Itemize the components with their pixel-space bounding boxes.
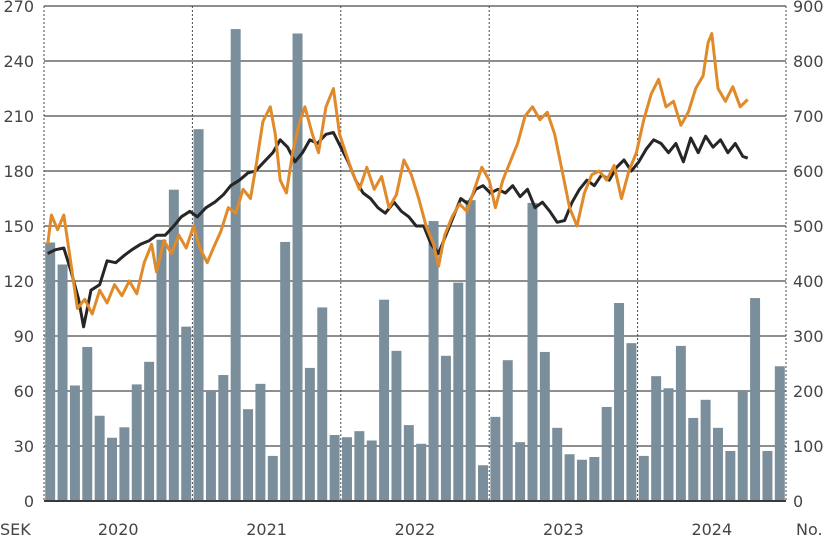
share-price-line [46,32,749,316]
volume-bar [614,303,625,501]
volume-bar [304,367,315,501]
right-tick-label: 100 [793,437,824,456]
volume-bar [453,282,464,501]
volume-bar [539,351,550,501]
left-axis-unit-label: SEK [0,520,31,539]
volume-bar [193,129,204,501]
volume-bar [230,29,241,501]
volume-bar [527,202,538,501]
volume-bar [774,366,785,501]
right-tick-label: 700 [793,107,824,126]
left-tick-label: 150 [3,217,34,236]
volume-bar [255,383,266,501]
year-label: 2020 [98,520,139,539]
volume-bar [564,454,575,501]
left-tick-label: 240 [3,52,34,71]
volume-bar [440,355,451,501]
left-axis-ticks: 270 240 210 180 150 120 90 60 30 0 [3,0,34,511]
year-label: 2022 [395,520,436,539]
volume-bar [750,298,761,501]
volume-bar [688,417,699,501]
volume-bar [700,399,711,501]
volume-bar [576,459,587,501]
volume-bar [45,242,56,501]
volume-bar [280,241,291,501]
volume-bar [342,437,352,501]
right-tick-label: 400 [793,272,824,291]
x-axis-year-labels: 2020 2021 2022 2023 2024 [98,520,732,539]
volume-bar [218,375,229,501]
volume-bar [675,345,686,501]
volume-bar [762,450,773,501]
left-tick-label: 180 [3,162,34,181]
volume-bar [144,361,155,501]
volume-bar [379,299,390,501]
volume-bar [82,347,93,501]
volume-bar [589,457,600,501]
volume-bar [57,264,68,501]
volume-bar [107,437,117,501]
volume-bar [391,350,402,501]
volume-bar [94,415,105,501]
left-tick-label: 60 [14,382,34,401]
volume-bar [292,33,303,501]
volume-bar [428,221,439,502]
volume-bar [478,465,488,501]
right-axis-unit-label: No. [796,520,823,539]
volume-bar [205,391,216,501]
volume-bar [502,360,513,501]
volume-bar [552,427,563,501]
right-tick-label: 900 [793,0,824,16]
right-tick-label: 800 [793,52,824,71]
left-tick-label: 270 [3,0,34,16]
volume-bar [267,455,278,501]
volume-bar [515,442,526,501]
volume-bar [156,239,167,501]
right-axis-ticks: 900 800 700 600 500 400 300 200 100 0 [793,0,824,511]
volume-bar [490,416,501,501]
year-label: 2024 [691,520,732,539]
volume-bar [465,200,476,501]
left-tick-label: 0 [24,492,34,511]
volume-bar [119,427,130,501]
volume-bar [354,431,365,501]
volume-bar [638,455,649,501]
year-label: 2023 [543,520,584,539]
volume-bar [317,307,328,501]
volume-bar [663,388,674,501]
right-tick-label: 0 [793,492,803,511]
volume-bar [651,376,662,501]
left-tick-label: 210 [3,107,34,126]
volume-bar [416,443,427,501]
volume-bar [601,406,612,501]
volume-bar [69,385,80,501]
volume-bars [45,29,785,502]
volume-bar [181,326,192,501]
volume-bar [725,450,736,501]
volume-bar [329,435,340,501]
volume-bar [737,391,748,501]
right-tick-label: 600 [793,162,824,181]
right-tick-label: 300 [793,327,824,346]
volume-bar [713,427,723,501]
volume-bar [168,189,179,501]
volume-bar [403,425,414,501]
year-label: 2021 [246,520,287,539]
year-dividers [43,6,787,501]
left-tick-label: 90 [14,327,34,346]
right-tick-label: 200 [793,382,824,401]
volume-bar [131,384,142,501]
volume-bar [366,440,377,501]
right-tick-label: 500 [793,217,824,236]
index-line [47,131,749,329]
left-tick-label: 30 [14,437,34,456]
volume-bar [243,409,254,501]
left-tick-label: 120 [3,272,34,291]
volume-bar [626,343,637,501]
